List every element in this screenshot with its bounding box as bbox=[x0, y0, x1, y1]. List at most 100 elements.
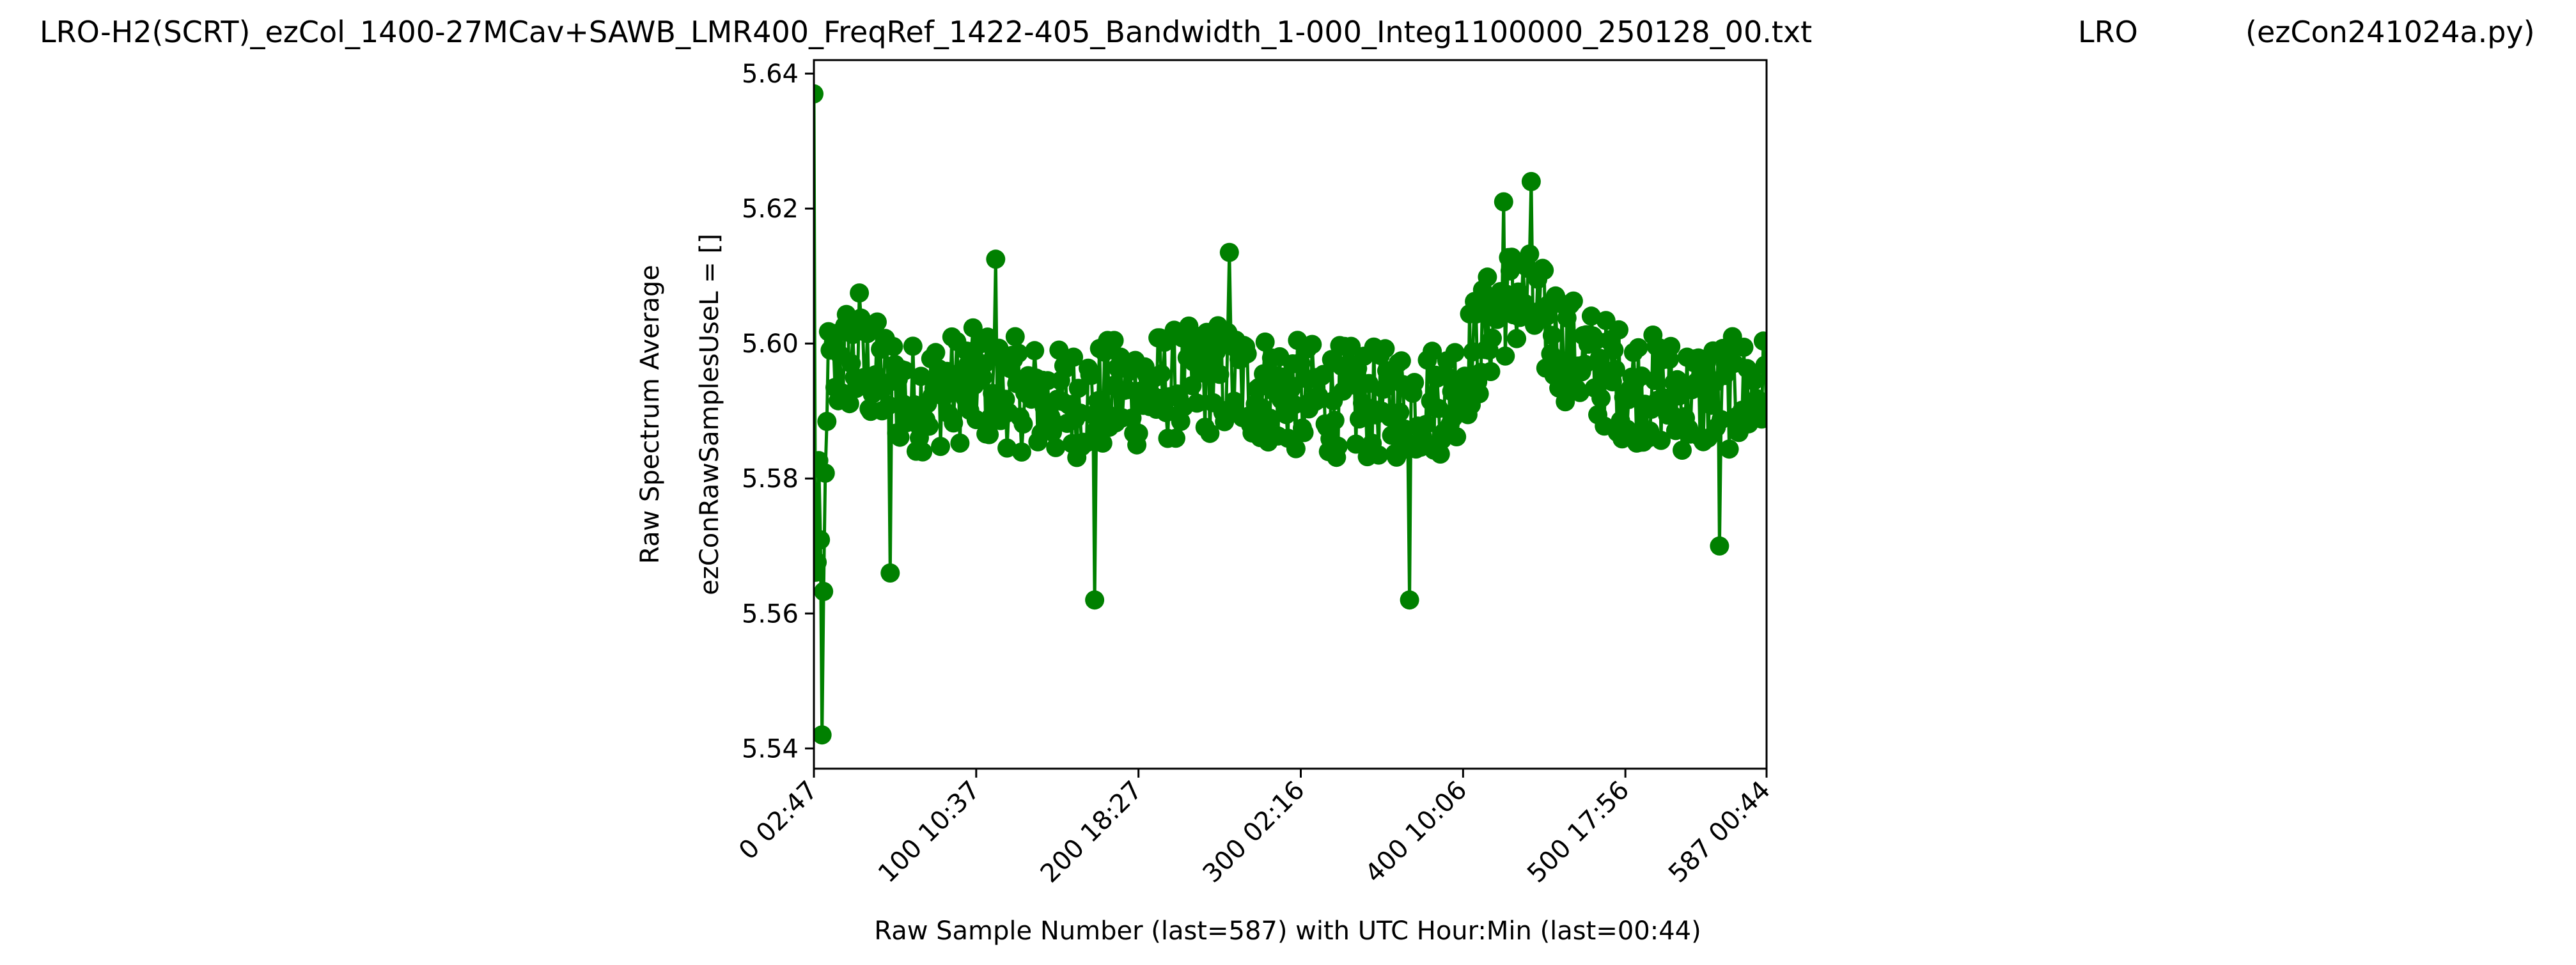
y-tick-label: 5.64 bbox=[742, 59, 799, 89]
data-point bbox=[1284, 395, 1304, 414]
data-point bbox=[1294, 423, 1314, 443]
data-point bbox=[913, 442, 933, 462]
data-point bbox=[1200, 423, 1220, 443]
data-point bbox=[1673, 441, 1692, 460]
data-point bbox=[1375, 339, 1395, 359]
data-point bbox=[1423, 341, 1442, 361]
data-point bbox=[1171, 412, 1190, 431]
data-point bbox=[1481, 362, 1501, 381]
data-point bbox=[1575, 354, 1595, 374]
data-point bbox=[1416, 414, 1435, 434]
data-point bbox=[1734, 338, 1754, 357]
data-point bbox=[950, 433, 970, 453]
data-point bbox=[1605, 359, 1625, 379]
data-point bbox=[1589, 349, 1609, 368]
y-tick-label: 5.62 bbox=[742, 194, 799, 224]
data-point bbox=[1210, 365, 1229, 384]
data-point bbox=[1701, 395, 1721, 415]
data-point bbox=[1166, 428, 1185, 448]
data-point bbox=[1719, 439, 1739, 459]
chart-title-program: (ezCon241024a.py) bbox=[2245, 15, 2535, 49]
data-point bbox=[1341, 336, 1361, 356]
chart-title-site: LRO bbox=[2078, 15, 2138, 49]
data-point bbox=[1753, 331, 1767, 351]
x-tick-label: 200 18:27 bbox=[1035, 776, 1148, 889]
data-point bbox=[986, 249, 1006, 269]
data-point bbox=[884, 337, 903, 356]
data-point bbox=[890, 427, 910, 447]
y-tick-label: 5.54 bbox=[742, 734, 799, 764]
data-point bbox=[1581, 306, 1601, 326]
data-point bbox=[1495, 346, 1515, 366]
data-point bbox=[1711, 410, 1731, 430]
data-point bbox=[919, 416, 939, 436]
x-tick-label: 100 10:37 bbox=[873, 776, 986, 889]
data-point bbox=[1591, 388, 1611, 408]
data-point bbox=[1617, 420, 1637, 439]
data-point bbox=[1556, 392, 1575, 412]
x-tick-label: 300 02:16 bbox=[1198, 776, 1311, 889]
data-point bbox=[1286, 439, 1306, 459]
data-point bbox=[1755, 356, 1767, 375]
y-axis-label-secondary: ezConRawSamplesUseL = [] bbox=[695, 233, 724, 595]
data-point bbox=[1542, 326, 1562, 345]
data-point bbox=[1064, 347, 1084, 367]
data-point bbox=[1369, 445, 1389, 465]
data-point bbox=[1429, 398, 1449, 418]
data-point bbox=[1151, 364, 1171, 384]
data-point bbox=[1104, 331, 1124, 350]
data-point bbox=[1391, 351, 1411, 371]
data-point bbox=[1478, 267, 1497, 287]
x-tick-label: 587 00:44 bbox=[1663, 776, 1776, 889]
data-point bbox=[850, 283, 870, 303]
data-point bbox=[931, 437, 950, 457]
data-point bbox=[1328, 436, 1348, 456]
data-point bbox=[1260, 409, 1280, 428]
data-point bbox=[1011, 442, 1031, 462]
data-point bbox=[817, 412, 837, 431]
data-point bbox=[1405, 373, 1425, 393]
data-point bbox=[944, 413, 964, 433]
data-point bbox=[1520, 244, 1540, 264]
data-point bbox=[1325, 411, 1345, 430]
data-point bbox=[1082, 366, 1102, 385]
data-point bbox=[880, 563, 900, 583]
data-point bbox=[1224, 391, 1244, 411]
data-point bbox=[980, 425, 999, 444]
data-point bbox=[1206, 341, 1226, 361]
data-point bbox=[1494, 192, 1513, 212]
data-point bbox=[1008, 343, 1028, 363]
chart-title-filename: LRO-H2(SCRT)_ezCol_1400-27MCav+SAWB_LMR4… bbox=[40, 15, 1812, 49]
data-point bbox=[1651, 430, 1671, 450]
data-point bbox=[814, 725, 832, 745]
data-point bbox=[1187, 393, 1206, 413]
data-point bbox=[1219, 242, 1239, 262]
x-tick-label: 500 17:56 bbox=[1522, 776, 1635, 889]
data-point bbox=[1430, 444, 1450, 464]
data-point bbox=[1182, 376, 1202, 395]
data-point bbox=[814, 581, 834, 601]
data-point bbox=[1534, 260, 1554, 280]
data-point bbox=[1757, 400, 1767, 420]
data-point bbox=[815, 463, 835, 483]
data-point bbox=[1469, 384, 1489, 404]
x-tick-label: 400 10:06 bbox=[1359, 776, 1472, 889]
data-point bbox=[997, 438, 1017, 458]
data-point bbox=[1447, 427, 1467, 446]
data-point bbox=[1281, 379, 1301, 399]
data-point bbox=[1068, 379, 1088, 398]
data-point bbox=[1661, 336, 1681, 356]
data-point bbox=[1128, 423, 1148, 443]
data-point bbox=[1604, 340, 1624, 360]
data-point bbox=[1744, 371, 1763, 391]
data-point bbox=[1628, 338, 1648, 357]
data-point bbox=[966, 410, 986, 430]
data-point bbox=[1521, 171, 1541, 191]
data-point bbox=[1093, 433, 1112, 453]
data-point bbox=[1507, 329, 1527, 349]
plot-frame bbox=[813, 59, 1768, 770]
data-point bbox=[814, 530, 831, 550]
data-point bbox=[895, 361, 915, 381]
data-point bbox=[903, 336, 923, 356]
